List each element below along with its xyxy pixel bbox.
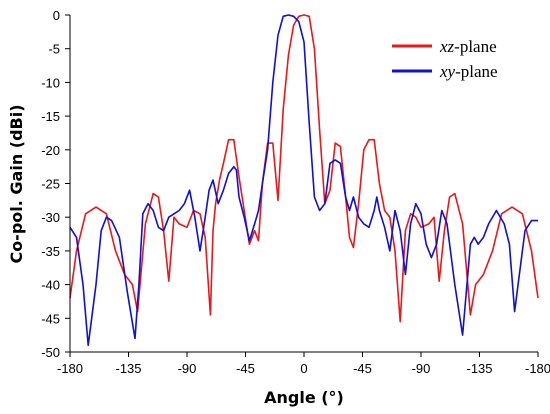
y-tick-label: -25	[41, 177, 60, 192]
x-tick-label: -90	[178, 361, 197, 376]
y-tick-label: -50	[41, 345, 60, 360]
y-tick-label: -35	[41, 244, 60, 259]
series-line-xz-plane	[69, 14, 539, 323]
y-tick-label: -20	[41, 143, 60, 158]
y-axis-title: Co-pol. Gain (dBi)	[7, 104, 26, 263]
y-tick-label: 0	[53, 8, 60, 23]
x-tick-label: -180	[525, 361, 550, 376]
legend-label-xy: xy-plane	[439, 62, 498, 81]
y-tick-label: -5	[48, 42, 60, 57]
x-tick-label: -135	[115, 361, 141, 376]
x-axis-title: Angle (°)	[264, 388, 344, 407]
x-tick-label: -90	[412, 361, 431, 376]
legend: xz-plane xy-plane	[392, 37, 498, 81]
x-tick-label: -45	[353, 361, 372, 376]
y-tick-label: -15	[41, 109, 60, 124]
y-tick-label: -45	[41, 311, 60, 326]
tick-labels-group: 0-5-10-15-20-25-30-35-40-45-50-180 -135 -9…	[41, 8, 550, 376]
legend-label-xz: xz-plane	[439, 37, 497, 56]
y-tick-label: -10	[41, 75, 60, 90]
x-tick-label: -45	[236, 361, 255, 376]
y-tick-label: -30	[41, 210, 60, 225]
x-tick-label: -180	[57, 361, 83, 376]
y-tick-label: -40	[41, 278, 60, 293]
plot-series-group	[69, 14, 539, 347]
x-tick-label: 0	[300, 361, 307, 376]
x-tick-label: -135	[466, 361, 492, 376]
plot-axes	[65, 14, 539, 357]
series-line-xy-plane	[69, 14, 538, 347]
